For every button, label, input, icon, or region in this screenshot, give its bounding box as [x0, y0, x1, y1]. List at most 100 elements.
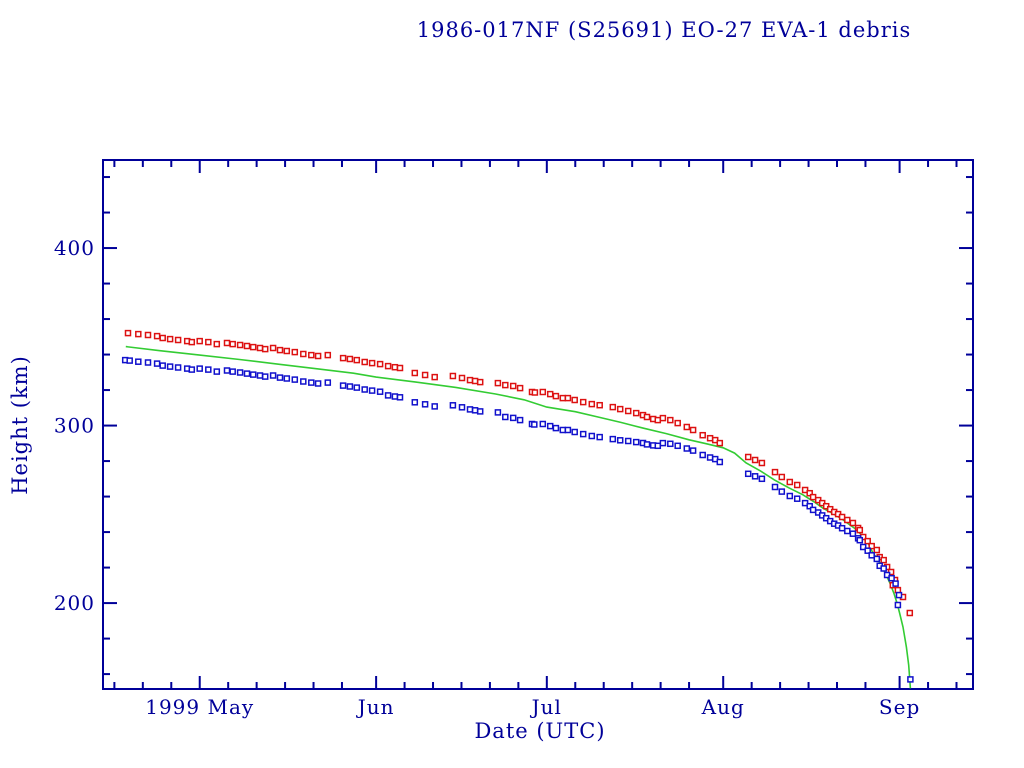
data-point-square	[283, 375, 291, 382]
data-point-square	[466, 376, 474, 384]
data-point-square	[339, 382, 347, 389]
data-point-square	[324, 351, 332, 359]
data-point-square	[243, 342, 251, 350]
data-point-square	[531, 421, 538, 428]
data-point-square	[256, 344, 264, 352]
data-point-square	[838, 513, 846, 521]
data-point-square	[771, 483, 779, 491]
data-point-square	[243, 370, 251, 377]
data-point-square	[166, 363, 174, 370]
data-point-square	[516, 416, 524, 424]
data-point-square	[838, 524, 846, 532]
model-line-path	[125, 345, 912, 689]
x-tick-label: Jul	[530, 695, 562, 719]
data-point-square	[174, 364, 182, 371]
data-point-square	[353, 356, 361, 364]
data-point-square	[716, 458, 724, 466]
data-point-square	[546, 390, 554, 398]
x-tick-label: 1999 May	[145, 695, 254, 719]
data-point-square	[213, 368, 221, 375]
data-point-square	[849, 519, 857, 527]
data-point-square	[291, 376, 299, 383]
data-point-square	[135, 330, 142, 338]
x-axis-title: Date (UTC)	[474, 719, 606, 743]
data-point-square	[771, 468, 779, 476]
data-point-square	[880, 565, 887, 572]
data-point-square	[391, 363, 399, 371]
data-point-square	[667, 440, 674, 448]
data-point-square	[269, 344, 277, 352]
data-point-square	[844, 516, 851, 524]
data-point-square	[716, 439, 724, 447]
data-point-square	[261, 373, 269, 380]
data-point-square	[744, 470, 752, 478]
y-axis-title: Height (km)	[8, 355, 32, 495]
data-point-square	[793, 495, 801, 502]
data-point-square	[624, 407, 632, 415]
data-point-square	[674, 419, 681, 427]
data-point-square	[411, 399, 419, 406]
data-point-square	[229, 368, 236, 375]
data-point-square	[431, 373, 438, 381]
data-point-square	[559, 394, 567, 402]
data-point-square	[809, 506, 817, 514]
data-point-square	[579, 430, 587, 438]
data-point-square	[683, 445, 691, 452]
data-point-square	[793, 481, 801, 489]
data-point-square	[616, 437, 624, 444]
data-point-square	[126, 357, 133, 364]
data-point-square	[588, 432, 596, 440]
data-point-square	[624, 437, 632, 445]
data-point-square	[778, 473, 786, 481]
data-point-square	[144, 359, 152, 366]
data-point-square	[376, 388, 384, 395]
data-point-square	[868, 542, 875, 550]
data-point-square	[458, 404, 466, 411]
data-point-square	[283, 347, 291, 355]
data-point-square	[494, 379, 502, 387]
data-point-square	[249, 371, 257, 378]
axis-ticks	[103, 160, 973, 689]
data-point-square	[806, 502, 813, 510]
data-point-square	[864, 537, 871, 545]
data-point-square	[159, 362, 166, 369]
data-point-square	[509, 414, 517, 422]
data-point-square	[276, 374, 284, 381]
data-point-square	[632, 438, 640, 446]
data-point-square	[751, 473, 759, 480]
data-point-square	[174, 336, 182, 344]
data-point-square	[706, 454, 714, 461]
data-point-square	[361, 358, 368, 366]
data-point-square	[689, 426, 697, 434]
data-point-square	[531, 389, 539, 396]
data-point-square	[888, 574, 895, 582]
series-green-line	[125, 345, 912, 689]
data-point-square	[502, 381, 509, 389]
data-point-square	[809, 493, 817, 501]
data-point-square	[339, 354, 347, 362]
data-point-square	[778, 488, 786, 495]
data-point-square	[873, 555, 881, 563]
data-point-square	[269, 372, 277, 379]
data-point-square	[196, 365, 203, 372]
data-point-square	[291, 348, 299, 356]
data-point-square	[856, 536, 864, 544]
data-point-square	[223, 367, 231, 374]
data-point-square	[353, 384, 361, 391]
data-point-square	[559, 426, 567, 434]
data-point-square	[588, 400, 596, 408]
x-tick-label: Aug	[701, 695, 745, 719]
data-point-square	[368, 387, 376, 394]
data-point-square	[476, 408, 484, 415]
data-point-square	[751, 456, 759, 464]
data-point-square	[368, 359, 376, 367]
data-point-square	[449, 402, 457, 409]
data-point-square	[458, 374, 466, 382]
data-point-square	[616, 405, 624, 413]
data-point-square	[758, 475, 766, 483]
data-point-square	[643, 413, 651, 421]
data-point-square	[466, 406, 474, 413]
data-point-square	[849, 530, 857, 537]
data-point-square	[431, 403, 438, 410]
